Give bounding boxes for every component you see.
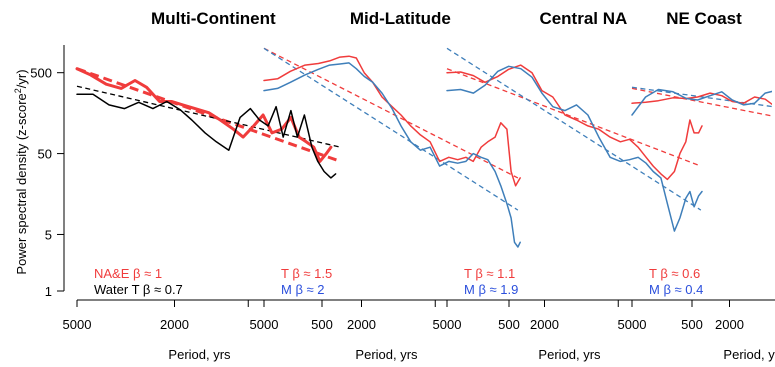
x-axis-label: Period, yrs (355, 347, 418, 362)
spectrum-line-t (446, 64, 703, 181)
beta-label: T β ≈ 0.6 (649, 266, 700, 281)
panel-title: Mid-Latitude (350, 9, 451, 28)
x-tick-label: 2000 (160, 317, 189, 332)
x-tick-label: 5000 (63, 317, 92, 332)
panel-central-na: Central NA 5000 2000 500 Period, yrs T β ≈ 1.… (433, 9, 703, 362)
y-tick-label: 500 (30, 66, 52, 81)
beta-label: T β ≈ 1.1 (464, 266, 515, 281)
plot-area (631, 86, 772, 117)
beta-label: M β ≈ 1.9 (464, 282, 518, 297)
x-axis-label: Period, yrs (538, 347, 601, 362)
x-tick-label: 2000 (347, 317, 376, 332)
panel-title: Multi-Continent (151, 9, 276, 28)
panel-title: Central NA (539, 9, 627, 28)
x-axis-label: Period, yrs (723, 347, 775, 362)
fit-line-m (263, 47, 519, 211)
fit-line-t (446, 68, 702, 167)
spectrum-line-t (75, 67, 333, 163)
beta-label: M β ≈ 2 (281, 282, 325, 297)
y-axis-label-tail: /yr) (14, 69, 29, 88)
spectrum-line-m (446, 65, 703, 232)
panel-title: NE Coast (666, 9, 742, 28)
beta-label: Water T β ≈ 0.7 (94, 282, 183, 297)
spectrum-line-t (263, 55, 521, 187)
y-tick-label: 50 (38, 147, 52, 162)
x-tick-label: 2000 (715, 317, 744, 332)
panel-multi-continent: Multi-Continent 5000 2000 500 Period, yrs NA&… (63, 9, 342, 362)
x-tick-label: 5000 (433, 317, 462, 332)
plot-area (263, 47, 521, 248)
plot-area (75, 67, 342, 179)
fit-line-t (76, 67, 342, 163)
x-tick-label: 500 (311, 317, 333, 332)
x-tick-label: 5000 (250, 317, 279, 332)
x-tick-label: 5000 (618, 317, 647, 332)
beta-label: NA&E β ≈ 1 (94, 266, 162, 281)
plot-area (446, 47, 703, 232)
y-axis: 1 5 50 500 (30, 45, 65, 299)
y-tick-label: 5 (45, 227, 52, 242)
x-axis-label: Period, yrs (168, 347, 231, 362)
beta-label: M β ≈ 0.4 (649, 282, 703, 297)
fit-line-t (631, 87, 772, 117)
y-axis-label-superscript: 2 (13, 88, 23, 93)
beta-label: T β ≈ 1.5 (281, 266, 332, 281)
y-tick-label: 1 (45, 284, 52, 299)
fit-line-t (263, 47, 519, 179)
panels: Multi-Continent 5000 2000 500 Period, yrs NA&… (63, 9, 775, 362)
spectrum-line-t (631, 92, 772, 106)
x-tick-label: 2000 (530, 317, 559, 332)
panel-ne-coast: NE Coast 5000 2000 500 Period, yrs T β ≈ 0.6M… (618, 9, 775, 362)
x-tick-label: 500 (681, 317, 703, 332)
panel-mid-latitude: Mid-Latitude 5000 2000 500 Period, yrs T β ≈ … (250, 9, 521, 362)
x-tick-label: 500 (498, 317, 520, 332)
spectrum-line-m (263, 62, 521, 248)
fit-line-m (446, 47, 702, 211)
y-axis-label-main: Power spectral density (z-score (14, 93, 29, 274)
spectrum-line-m (631, 88, 772, 116)
y-axis-label-text: Power spectral density (z-score2/yr) (13, 69, 29, 274)
y-axis-label: Power spectral density (z-score2/yr) (13, 69, 29, 274)
spectrum-line-water (76, 93, 337, 179)
